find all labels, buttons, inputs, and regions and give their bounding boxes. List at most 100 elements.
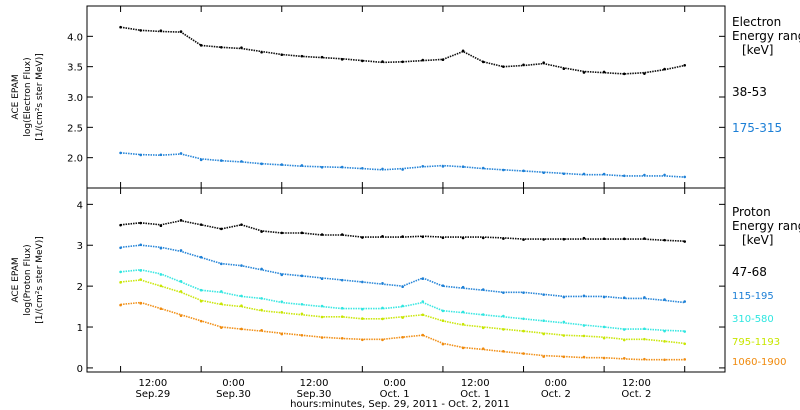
proton-data-point bbox=[119, 270, 122, 274]
proton-data-point bbox=[361, 338, 364, 342]
proton-data-point bbox=[481, 313, 485, 316]
electron-y-tick-label: 3.0 bbox=[67, 93, 83, 104]
electron-series-line bbox=[120, 26, 685, 75]
proton-legend-title: Proton bbox=[732, 205, 771, 219]
proton-data-point bbox=[562, 334, 566, 337]
electron-data-point bbox=[522, 169, 525, 173]
proton-data-point bbox=[441, 236, 445, 240]
electron-data-point bbox=[381, 60, 384, 63]
electron-data-point bbox=[361, 59, 364, 63]
proton-data-point bbox=[663, 340, 666, 343]
electron-data-point bbox=[562, 67, 566, 71]
electron-data-point bbox=[340, 58, 344, 61]
electron-data-point bbox=[663, 67, 666, 71]
proton-data-point bbox=[542, 319, 545, 323]
proton-data-point bbox=[461, 322, 465, 326]
proton-data-point bbox=[159, 224, 163, 228]
proton-data-point bbox=[340, 336, 344, 340]
proton-data-point bbox=[683, 358, 687, 361]
proton-data-point bbox=[340, 278, 344, 282]
proton-data-point bbox=[340, 315, 344, 318]
proton-data-point bbox=[602, 325, 606, 329]
proton-data-point bbox=[199, 255, 203, 259]
proton-data-point bbox=[502, 237, 505, 240]
proton-data-point bbox=[643, 237, 646, 240]
proton-data-point bbox=[320, 233, 324, 236]
x-tick-date-label: Sep.30 bbox=[297, 389, 332, 400]
electron-data-point bbox=[340, 165, 344, 169]
electron-data-point bbox=[542, 61, 545, 65]
proton-data-point bbox=[199, 288, 203, 292]
proton-data-point bbox=[260, 308, 263, 312]
electron-series-line bbox=[120, 152, 685, 178]
electron-data-point bbox=[481, 166, 485, 170]
proton-data-point bbox=[582, 294, 586, 298]
proton-data-point bbox=[683, 300, 687, 303]
electron-y-axis-label: ACE EPAM bbox=[11, 74, 21, 119]
proton-data-point bbox=[179, 249, 183, 252]
proton-data-point bbox=[481, 236, 485, 240]
proton-data-point bbox=[542, 355, 545, 358]
proton-data-point bbox=[361, 307, 364, 311]
x-tick-time-label: 0:00 bbox=[383, 378, 405, 389]
proton-data-point bbox=[522, 317, 525, 321]
proton-y-tick-label: 1 bbox=[77, 323, 83, 334]
proton-data-point bbox=[562, 295, 566, 299]
proton-data-point bbox=[643, 357, 646, 361]
electron-data-point bbox=[320, 55, 324, 59]
proton-data-point bbox=[683, 330, 687, 333]
proton-data-point bbox=[220, 302, 223, 305]
proton-data-point bbox=[441, 309, 445, 313]
electron-data-point bbox=[461, 49, 465, 53]
electron-data-point bbox=[602, 70, 606, 74]
electron-data-point bbox=[361, 166, 364, 170]
proton-data-point bbox=[199, 299, 203, 303]
proton-data-point bbox=[562, 237, 566, 241]
electron-data-point bbox=[119, 25, 122, 29]
electron-data-point bbox=[260, 162, 263, 166]
proton-series-line bbox=[120, 268, 685, 332]
proton-data-point bbox=[159, 246, 163, 250]
proton-data-point bbox=[461, 285, 465, 289]
proton-series-line bbox=[120, 219, 685, 242]
x-tick-time-label: 12:00 bbox=[461, 378, 490, 389]
electron-data-point bbox=[179, 152, 183, 155]
electron-data-point bbox=[502, 168, 505, 172]
proton-data-point bbox=[622, 356, 626, 360]
proton-data-point bbox=[502, 314, 505, 318]
electron-legend-title: [keV] bbox=[742, 43, 773, 57]
proton-data-point bbox=[622, 237, 626, 241]
electron-series-38-53 bbox=[119, 25, 687, 76]
electron-data-point bbox=[159, 153, 163, 157]
proton-data-point bbox=[320, 315, 324, 319]
x-tick-date-label: Oct. 2 bbox=[541, 389, 571, 400]
proton-data-point bbox=[663, 329, 666, 333]
proton-data-point bbox=[522, 238, 525, 241]
electron-data-point bbox=[240, 46, 243, 49]
electron-legend-item: 175-315 bbox=[732, 121, 782, 135]
proton-data-point bbox=[381, 317, 384, 321]
proton-data-point bbox=[401, 316, 404, 319]
electron-data-point bbox=[401, 60, 404, 64]
proton-data-point bbox=[119, 223, 122, 227]
proton-legend-item: 310-580 bbox=[732, 314, 774, 325]
electron-data-point bbox=[502, 65, 505, 68]
proton-data-point bbox=[401, 235, 404, 238]
electron-data-point bbox=[461, 165, 465, 169]
proton-data-point bbox=[582, 236, 586, 240]
electron-data-point bbox=[683, 175, 687, 179]
electron-data-point bbox=[622, 174, 626, 178]
electron-data-point bbox=[240, 160, 243, 163]
proton-data-point bbox=[139, 269, 143, 272]
proton-data-point bbox=[119, 246, 122, 250]
electron-data-point bbox=[260, 50, 263, 54]
proton-data-point bbox=[159, 284, 163, 288]
proton-data-point bbox=[361, 280, 364, 284]
proton-data-point bbox=[300, 302, 304, 306]
proton-y-tick-label: 0 bbox=[77, 364, 83, 375]
proton-data-point bbox=[602, 336, 606, 340]
electron-y-tick-label: 2.5 bbox=[67, 123, 83, 134]
electron-data-point bbox=[421, 58, 425, 62]
x-tick-date-label: Sep.29 bbox=[135, 389, 170, 400]
